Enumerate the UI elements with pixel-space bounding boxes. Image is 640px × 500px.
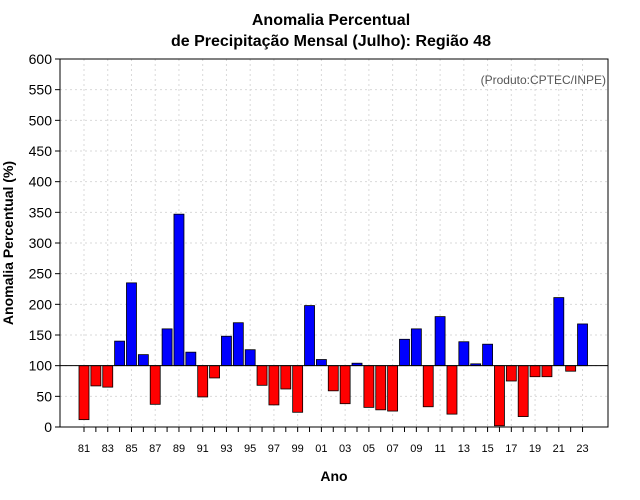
x-tick-label: 85	[125, 443, 137, 455]
x-axis: 81 83 85 87 89 91 93 95 97 99 01 03 05 07 09 11 13 15 17 19…	[78, 427, 589, 455]
bar-11	[434, 316, 446, 367]
bar-01	[315, 359, 327, 367]
bar-05	[363, 365, 375, 408]
bar-94	[232, 322, 244, 367]
y-tick-label: 0	[44, 419, 52, 435]
bar-97	[268, 365, 280, 406]
bar-22	[565, 365, 577, 372]
x-tick-label: 15	[481, 443, 493, 455]
bar-18	[517, 365, 529, 417]
bar-91	[197, 365, 209, 398]
x-tick-label: 17	[505, 443, 517, 455]
bar-08	[399, 338, 410, 367]
y-tick-label: 550	[29, 82, 53, 98]
bar-02	[327, 365, 339, 392]
x-tick-label: 07	[386, 443, 398, 455]
bar-98	[280, 365, 292, 390]
x-tick-label: 23	[576, 443, 588, 455]
y-tick-label: 500	[29, 112, 53, 128]
x-tick-label: 97	[268, 443, 280, 455]
bar-17	[505, 365, 517, 382]
x-tick-label: 95	[244, 443, 256, 455]
x-tick-label: 21	[553, 443, 565, 455]
bars	[78, 213, 588, 427]
bar-07	[387, 365, 399, 412]
bar-90	[185, 351, 197, 367]
bar-84	[114, 340, 126, 367]
y-tick-label: 200	[29, 296, 53, 312]
bar-19	[529, 365, 541, 378]
chart-title-line-2: de Precipitação Mensal (Julho): Região 4…	[171, 33, 491, 50]
x-tick-label: 93	[220, 443, 232, 455]
bar-06	[375, 365, 387, 411]
x-tick-label: 05	[363, 443, 375, 455]
bar-82	[90, 365, 102, 387]
bar-16	[494, 365, 505, 427]
bar-09	[410, 328, 422, 367]
x-tick-label: 91	[197, 443, 209, 455]
y-tick-label: 50	[36, 388, 52, 404]
y-tick-label: 600	[29, 51, 53, 67]
bar-10	[422, 365, 434, 408]
bar-87	[149, 365, 161, 405]
credit-label: (Produto:CPTEC/INPE)	[481, 73, 606, 87]
bar-89	[173, 213, 185, 367]
y-axis-label: Anomalia Percentual (%)	[0, 161, 16, 325]
x-tick-label: 09	[410, 443, 422, 455]
bar-83	[102, 365, 114, 388]
bar-99	[292, 365, 304, 413]
bar-20	[541, 365, 553, 378]
bar-21	[553, 297, 565, 367]
bar-15	[482, 343, 493, 367]
x-tick-label: 99	[292, 443, 304, 455]
x-tick-label: 03	[339, 443, 351, 455]
bar-03	[339, 365, 351, 405]
x-tick-label: 11	[434, 443, 445, 455]
bar-86	[137, 354, 149, 367]
bar-00	[304, 305, 315, 367]
chart-title-line-1: Anomalia Percentual	[252, 12, 410, 29]
x-axis-label: Ano	[320, 468, 347, 484]
x-tick-label: 01	[315, 443, 327, 455]
y-tick-label: 250	[29, 266, 53, 282]
bar-88	[161, 328, 173, 367]
y-tick-label: 450	[29, 143, 53, 159]
y-tick-label: 400	[29, 174, 53, 190]
y-tick-label: 350	[29, 204, 53, 220]
bar-23	[577, 323, 588, 367]
x-tick-label: 87	[149, 443, 161, 455]
bar-13	[458, 341, 470, 367]
x-tick-label: 19	[529, 443, 541, 455]
x-tick-label: 81	[78, 443, 90, 455]
y-tick-label: 300	[29, 235, 53, 251]
bar-85	[126, 282, 137, 367]
x-tick-label: 13	[458, 443, 470, 455]
x-tick-label: 83	[102, 443, 114, 455]
bar-93	[221, 335, 232, 367]
bar-92	[209, 365, 220, 379]
y-axis: 0 50 100 150 200 250 300 350 400 450 500 550 600	[29, 51, 60, 435]
bar-96	[256, 365, 268, 386]
bar-12	[446, 365, 458, 415]
y-tick-label: 100	[29, 358, 53, 374]
bar-95	[244, 349, 256, 367]
x-tick-label: 89	[173, 443, 185, 455]
bar-81	[78, 365, 90, 421]
y-tick-label: 150	[29, 327, 53, 343]
